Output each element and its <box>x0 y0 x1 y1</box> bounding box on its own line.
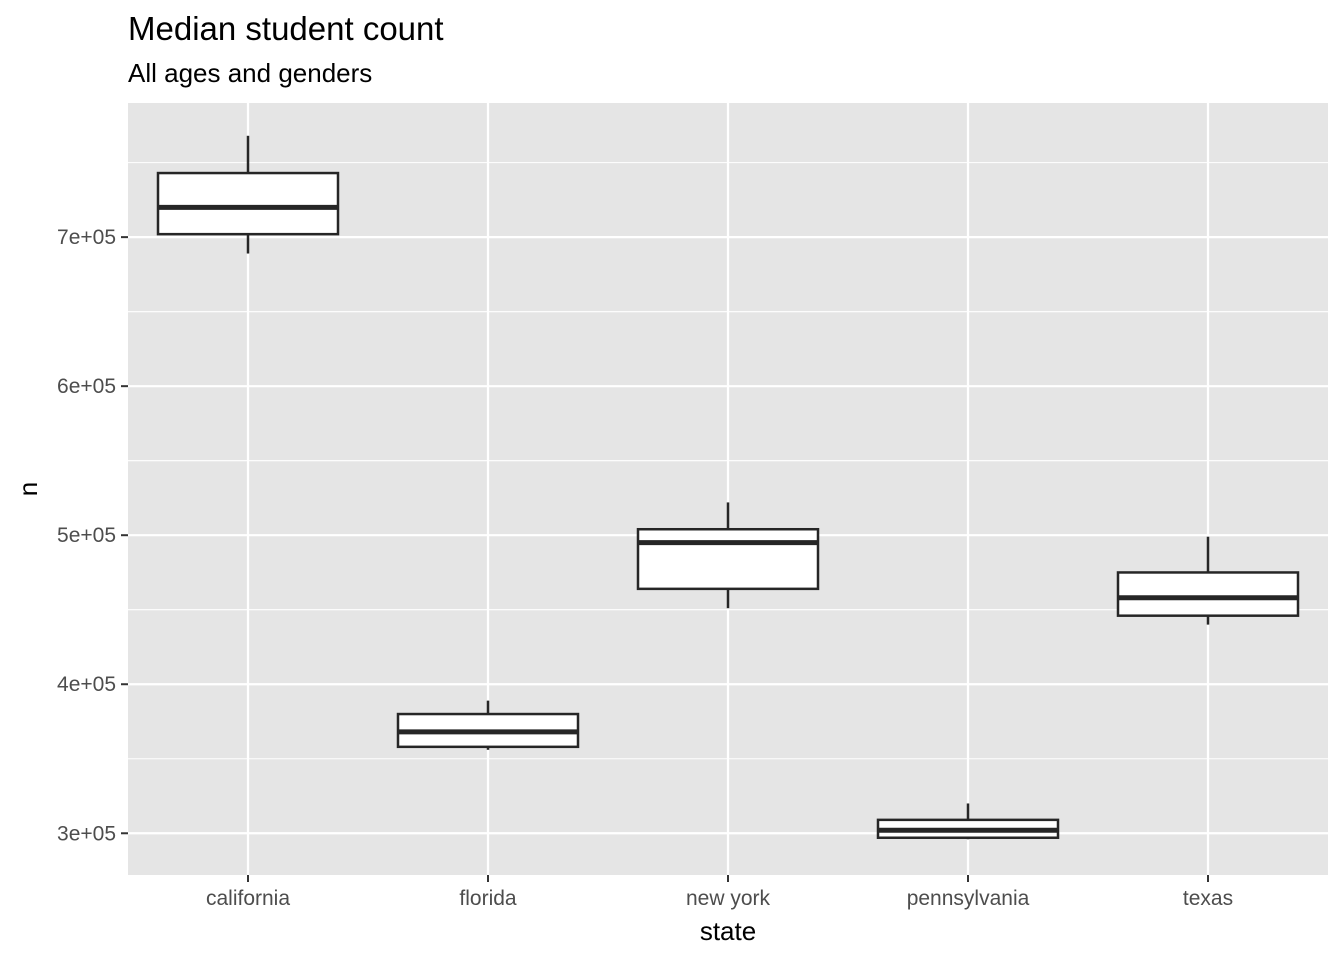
x-tick-label: florida <box>459 887 517 910</box>
chart-subtitle: All ages and genders <box>128 58 372 88</box>
x-tick-label: texas <box>1183 887 1233 910</box>
y-tick-label: 7e+05 <box>57 226 116 249</box>
y-tick-label: 5e+05 <box>57 524 116 547</box>
y-axis: 3e+05 4e+05 5e+05 6e+05 7e+05 <box>57 226 128 845</box>
grid-lines <box>128 103 1328 875</box>
x-tick-label: pennsylvania <box>907 887 1030 910</box>
box-iqr <box>1116 571 1300 617</box>
y-tick-label: 3e+05 <box>57 822 116 845</box>
box-iqr <box>156 171 340 236</box>
box-california <box>156 135 340 254</box>
box-texas <box>1116 536 1300 625</box>
x-tick-label: new york <box>686 887 771 910</box>
y-axis-title: n <box>13 482 43 496</box>
box-florida <box>396 700 580 750</box>
x-axis-title: state <box>700 916 756 946</box>
box-iqr <box>636 527 820 591</box>
x-tick-label: california <box>206 887 290 910</box>
x-axis: california florida new york pennsylvania tex… <box>206 875 1233 910</box>
box-pennsylvania <box>876 803 1060 840</box>
chart-title: Median student count <box>128 10 444 47</box>
box-new-york <box>636 502 820 609</box>
y-tick-label: 4e+05 <box>57 673 116 696</box>
box-series <box>156 135 1300 840</box>
y-tick-label: 6e+05 <box>57 375 116 398</box>
